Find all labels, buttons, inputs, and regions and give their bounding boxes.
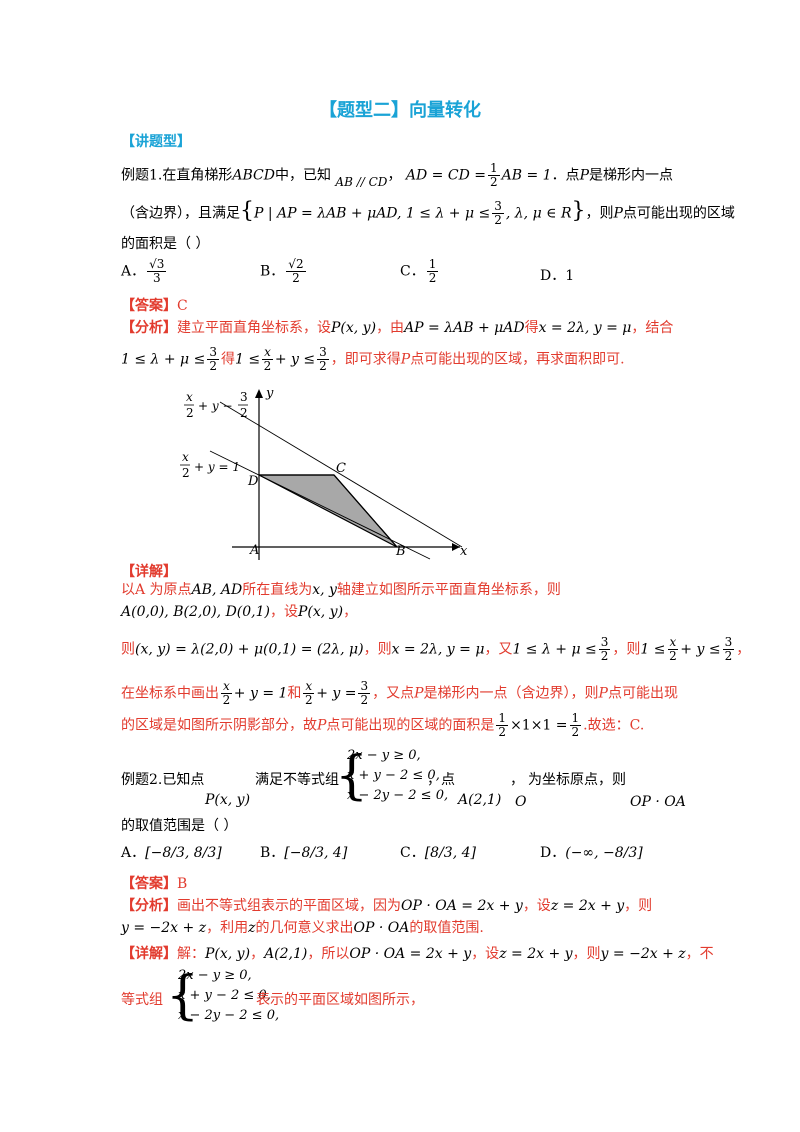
label-b: B <box>395 544 406 559</box>
ex2-detail-line2a: 等式组 <box>121 992 163 1008</box>
svg-text:x: x <box>182 450 189 464</box>
ex2-inequality-system: { 2x − y ≥ 0, x + y − 2 ≤ 0, x − 2y − 2 … <box>335 746 449 806</box>
ex1-detail-tag: 【详解】 <box>121 564 177 580</box>
ex2-analysis-line1: 【分析】画出不等式组表示的平面区域，因为OP · OA = 2x + y，设z … <box>121 898 653 914</box>
label-c: C <box>336 461 346 476</box>
label-y: y <box>265 386 274 401</box>
ex1-option-b[interactable]: B． √2 2 <box>260 257 306 285</box>
page-title: 【题型二】向量转化 <box>319 100 481 121</box>
ex1-detail-line1: 以A 为原点AB, AD所在直线为x, y轴建立如图所示平面直角坐标系，则 <box>121 582 561 598</box>
ex2-option-d[interactable]: D．(−∞, −8/3] <box>540 845 643 861</box>
svg-text:2: 2 <box>240 406 248 420</box>
line-x2-plus-y-eq-1 <box>209 450 431 560</box>
x-axis-arrow <box>452 543 460 551</box>
label-d: D <box>247 474 259 489</box>
label-x: x <box>460 544 468 559</box>
ex1-line1: 例题1.在直角梯形ABCD中，已知 AB // CD， AD = CD = 1 2 A… <box>121 161 673 189</box>
segment-cb <box>333 474 398 548</box>
ex2-point-a: A(2,1) <box>458 792 502 808</box>
ex2-line1b: 满足不等式组 <box>255 772 339 788</box>
ex2-line2: 的取值范围是（ ） <box>121 818 238 834</box>
ex1-detail-line2: A(0,0), B(2,0), D(0,1)，设P(x, y)， <box>121 604 358 620</box>
ex1-option-c[interactable]: C． 1 2 <box>400 257 439 285</box>
ex2-dot-product: OP · OA <box>630 794 686 810</box>
ex1-line3: 的面积是（ ） <box>121 236 210 252</box>
line-x2-plus-y-eq-3-2 <box>219 401 463 548</box>
ex2-detail-line1: 【详解】解：P(x, y)，A(2,1)，所以OP · OA = 2x + y，… <box>121 946 714 962</box>
svg-text:2: 2 <box>182 466 190 480</box>
ex1-analysis-line2: 1 ≤ λ + μ ≤3 2 得1 ≤ x 2 + y ≤3 2 ，即可求得P点可能出现的区域… <box>121 345 625 373</box>
ex2-line1: 例题2.已知点 <box>121 772 205 788</box>
ex2-option-b[interactable]: B．[−8/3, 4] <box>260 845 348 861</box>
svg-text:3: 3 <box>240 390 248 404</box>
svg-text:+ y = 1: + y = 1 <box>194 460 240 474</box>
ex1-answer: 【答案】C <box>121 298 188 314</box>
ex1-line2: （含边界），且满足{P | AP = λAB + μAD, 1 ≤ λ + μ … <box>121 198 735 227</box>
ex1-detail-line3: 则(x, y) = λ(2,0) + μ(0,1) = (2λ, μ)，则x =… <box>121 635 751 663</box>
ex1-option-a[interactable]: A． √3 3 <box>121 257 167 285</box>
label-a: A <box>249 543 259 558</box>
svg-text:2: 2 <box>186 406 194 420</box>
ex1-detail-line5: 的区域是如图所示阴影部分，故P点可能出现的区域的面积是 1 2 ×1×1 = 1 2 .故选… <box>121 711 645 739</box>
ex2-option-c[interactable]: C．[8/3, 4] <box>400 845 476 861</box>
ex1-detail-line4: 在坐标系中画出 x 2 + y = 1和 x 2 + y = 3 2 ，又点P是梯形内一点（含边界… <box>121 679 678 707</box>
section-heading: 【讲题型】 <box>121 134 191 150</box>
ex2-answer: 【答案】B <box>121 876 188 892</box>
ex2-point-p: P(x, y) <box>205 792 251 808</box>
svg-text:+ y −: + y − <box>198 399 233 413</box>
shaded-region <box>258 474 398 548</box>
ex2-analysis-line2: y = −2x + z，利用z的几何意义求出OP · OA的取值范围. <box>121 920 484 936</box>
ex2-origin-o: O <box>515 794 527 810</box>
ex1-option-d[interactable]: D．1 <box>540 268 575 284</box>
ex2-option-a[interactable]: A．[−8/3, 8/3] <box>121 845 222 861</box>
ex2-detail-system: { 2x − y ≥ 0, x + y − 2 ≤ 0, x − 2y − 2 … <box>166 966 280 1026</box>
ex1-analysis-line1: 【分析】建立平面直角坐标系，设P(x, y)，由AP = λAB + μAD得x… <box>121 320 674 336</box>
ex2-detail-line2b: 表示的平面区域如图所示， <box>256 992 424 1008</box>
ex1-label: 例题1. <box>121 167 163 184</box>
trapezoid-figure: y x A B C D x 2 + y − 3 2 x 2 + y = 1 <box>180 386 468 560</box>
svg-text:x: x <box>186 390 193 404</box>
y-axis-arrow <box>255 389 263 398</box>
